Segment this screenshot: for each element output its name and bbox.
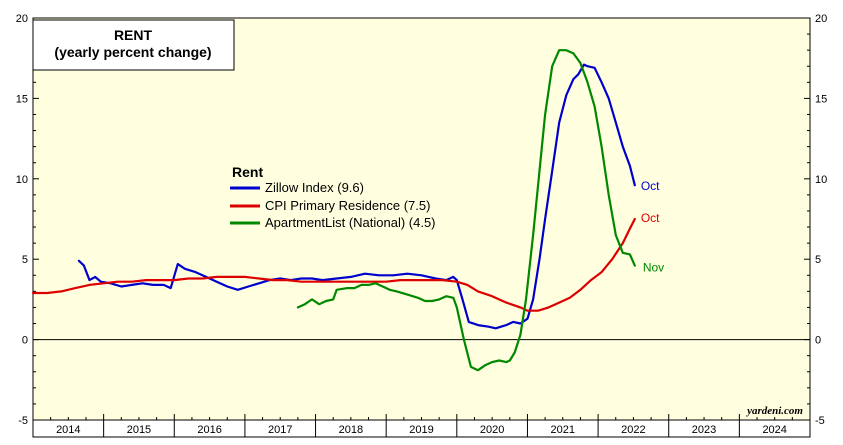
x-year-label: 2023 <box>692 424 716 436</box>
end-label-1: Oct <box>641 179 660 193</box>
y-tick-label-left: 0 <box>22 335 28 347</box>
y-tick-label-left: 10 <box>16 174 28 186</box>
legend-label-2: CPI Primary Residence (7.5) <box>265 198 430 213</box>
legend-label-3: ApartmentList (National) (4.5) <box>265 215 436 230</box>
x-year-label: 2021 <box>551 424 575 436</box>
y-tick-label-left: 5 <box>22 254 28 266</box>
y-tick-label-left: 20 <box>16 13 28 25</box>
end-label-3: Nov <box>643 261 664 275</box>
y-tick-label-right: 10 <box>815 174 827 186</box>
legend-title: Rent <box>232 164 263 180</box>
x-year-label: 2016 <box>197 424 221 436</box>
chart-subtitle: (yearly percent change) <box>54 44 211 60</box>
x-year-label: 2018 <box>339 424 363 436</box>
y-tick-label-left: 15 <box>16 93 28 105</box>
y-tick-label-right: 5 <box>815 254 821 266</box>
y-tick-label-right: 20 <box>815 13 827 25</box>
y-tick-label-right: 15 <box>815 93 827 105</box>
series-line-1 <box>77 63 636 330</box>
title-box <box>32 19 235 71</box>
x-year-label: 2024 <box>762 424 786 436</box>
y-tick-label-left: -5 <box>18 415 28 427</box>
series-line-2 <box>31 217 636 312</box>
series-line-3 <box>296 49 636 372</box>
x-year-label: 2022 <box>621 424 645 436</box>
x-year-label: 2019 <box>409 424 433 436</box>
x-year-label: 2017 <box>268 424 292 436</box>
x-year-label: 2020 <box>480 424 504 436</box>
plot-area <box>32 17 811 421</box>
source-label: yardeni.com <box>745 405 803 417</box>
y-tick-label-right: -5 <box>815 415 825 427</box>
x-year-label: 2015 <box>127 424 151 436</box>
chart-title: RENT <box>114 27 153 43</box>
y-tick-label-right: 0 <box>815 335 821 347</box>
legend-label-1: Zillow Index (9.6) <box>265 180 364 195</box>
end-label-2: Oct <box>641 211 660 225</box>
x-year-label: 2014 <box>56 424 80 436</box>
